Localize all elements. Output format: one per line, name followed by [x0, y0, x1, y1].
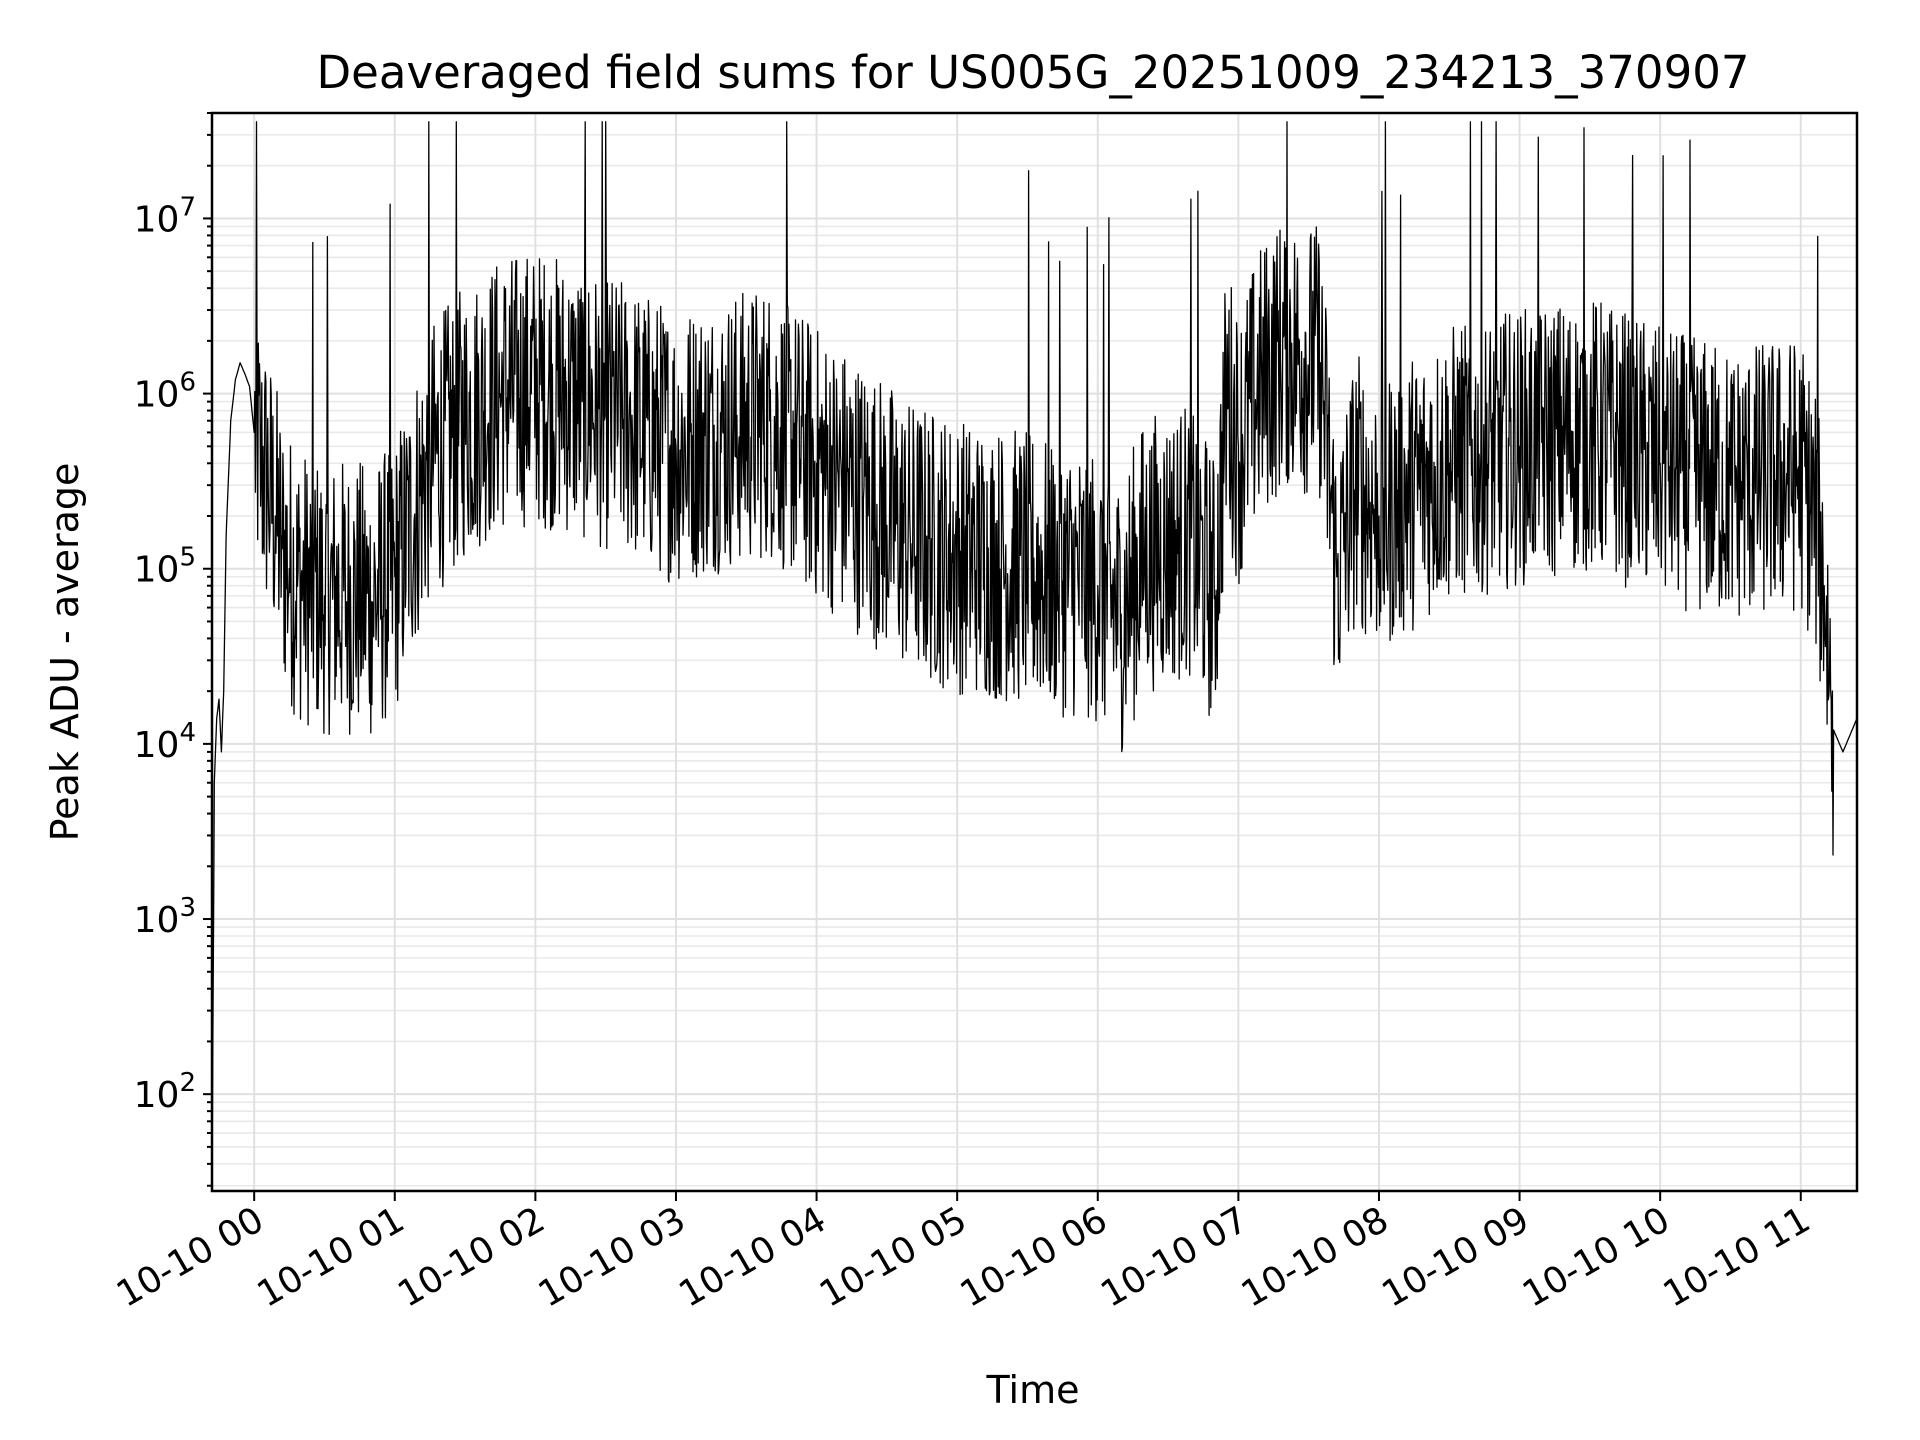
y-tick-label: 104	[134, 718, 196, 766]
x-tick-label: 10-10 06	[954, 1199, 1115, 1315]
x-axis-label: Time	[986, 1368, 1080, 1412]
y-axis-label: Peak ADU - average	[43, 463, 87, 842]
x-tick-label: 10-10 00	[110, 1199, 271, 1315]
x-tick-label: 10-10 09	[1375, 1199, 1536, 1315]
x-tick-label: 10-10 01	[251, 1199, 412, 1315]
chart-title: Deaveraged field sums for US005G_2025100…	[317, 46, 1750, 99]
series-line	[211, 121, 1858, 1186]
x-tick-label: 10-10 08	[1235, 1199, 1396, 1315]
y-tick-label: 103	[134, 893, 196, 941]
y-tick-label: 107	[134, 192, 196, 240]
x-tick-label: 10-10 11	[1657, 1199, 1818, 1315]
x-tick-label: 10-10 07	[1094, 1199, 1255, 1315]
y-axis: 102 103 104 105 106 107	[134, 112, 212, 1187]
series-group	[211, 121, 1858, 1186]
y-tick-label: 106	[134, 368, 196, 416]
x-tick-label: 10-10 05	[813, 1199, 974, 1315]
x-tick-label: 10-10 03	[532, 1199, 693, 1315]
y-tick-label: 105	[134, 543, 196, 591]
x-tick-label: 10-10 04	[672, 1199, 833, 1315]
x-tick-label: 10-10 02	[391, 1199, 552, 1315]
plot-frame	[210, 111, 1859, 1193]
x-tick-label: 10-10 10	[1516, 1199, 1677, 1315]
y-tick-label: 102	[134, 1068, 196, 1116]
